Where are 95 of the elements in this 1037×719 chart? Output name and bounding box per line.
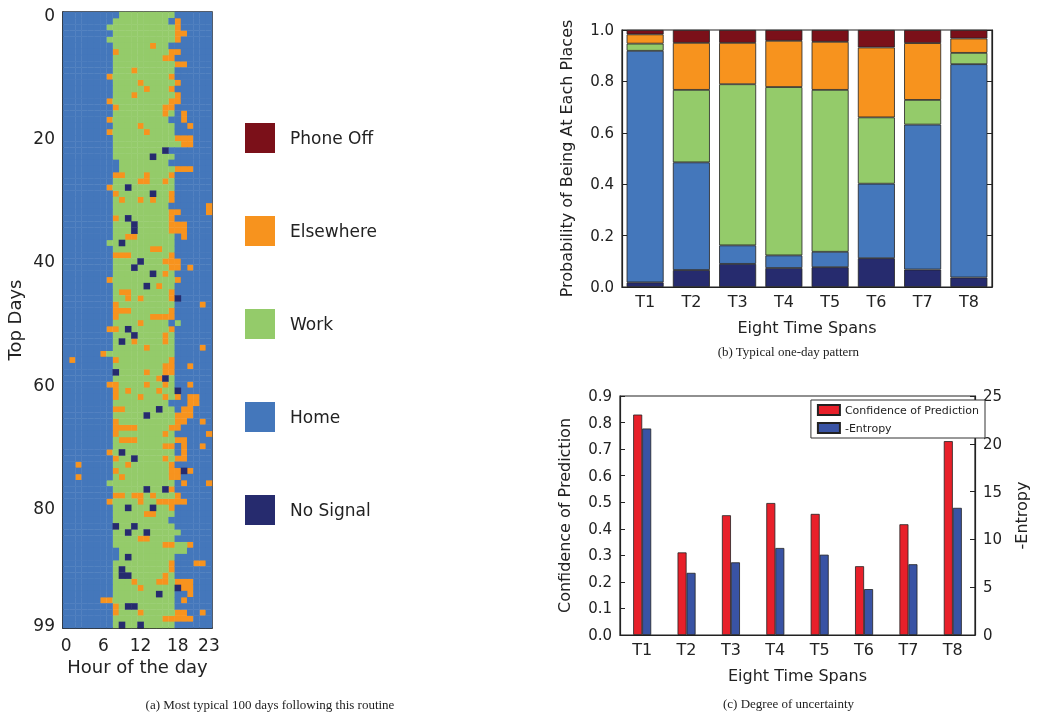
y-tick-label: 0.4 <box>588 519 612 538</box>
point <box>124 572 132 579</box>
legend-label: Confidence of Prediction <box>844 403 980 417</box>
y2-tick-label: 15 <box>983 482 1003 501</box>
y-tick-label: 0.1 <box>588 599 612 618</box>
y-tick-label: 0.7 <box>588 440 612 459</box>
point <box>155 590 163 598</box>
y-tick-label: 0.0 <box>590 278 614 296</box>
point <box>112 523 120 530</box>
y-tick-label: 0.4 <box>590 175 614 194</box>
text: (b) Typical one-day pattern <box>717 344 860 359</box>
x-tick-label: T1 <box>631 639 653 659</box>
point <box>162 147 169 154</box>
x-tick-label: 18 <box>167 634 189 655</box>
point <box>149 190 157 197</box>
x-tick-label: T5 <box>819 291 841 311</box>
x-tick-label: T3 <box>726 291 748 311</box>
point <box>118 572 126 579</box>
y-axis-title: Top Days <box>3 279 25 362</box>
point <box>131 221 138 228</box>
point <box>143 412 151 419</box>
point <box>124 603 132 610</box>
y-tick-label: 40 <box>33 251 55 272</box>
point <box>155 406 163 413</box>
x-tick-label: T4 <box>764 639 786 659</box>
point <box>131 227 138 234</box>
y-tick-label: 0.2 <box>588 572 612 591</box>
x-tick-label: T7 <box>897 639 919 659</box>
point <box>124 325 132 333</box>
text: (c) Degree of uncertainty <box>723 696 855 711</box>
point <box>149 153 157 161</box>
x-tick-label: T6 <box>865 291 887 311</box>
y2-axis-title: -Entropy <box>1011 481 1031 550</box>
x-tick-label: T6 <box>853 639 875 659</box>
y2-tick-label: 10 <box>983 530 1003 549</box>
point <box>124 215 132 222</box>
legend-label: Home <box>290 407 341 427</box>
x-tick-label: 23 <box>198 634 220 655</box>
legend-label: -Entropy <box>844 421 893 435</box>
text: (a) Most typical 100 days following this routine <box>145 697 395 712</box>
point <box>124 184 132 191</box>
point <box>112 369 120 376</box>
x-tick-label: T2 <box>675 639 697 659</box>
point <box>131 455 138 462</box>
x-tick-label: T8 <box>941 639 963 659</box>
point <box>118 338 126 345</box>
y-tick-label: 60 <box>33 374 55 395</box>
x-tick-label: T4 <box>772 291 794 311</box>
y-tick-label: 80 <box>33 497 55 518</box>
y-tick-label: 0.2 <box>590 226 614 245</box>
point <box>118 449 126 456</box>
point <box>162 375 169 382</box>
y-tick-label: 0.6 <box>588 466 612 485</box>
y-tick-label: 0.5 <box>588 493 612 512</box>
y-tick-label: 99 <box>33 614 55 635</box>
x-tick-label: 0 <box>60 634 72 655</box>
x-tick-label: 6 <box>97 634 109 655</box>
x-tick-label: T5 <box>808 639 830 659</box>
legend-label: Phone Off <box>290 128 375 148</box>
point <box>137 258 144 265</box>
y-tick-label: 0.6 <box>590 123 614 142</box>
y2-tick-label: 5 <box>983 578 993 597</box>
y-tick-label: 20 <box>33 128 55 149</box>
x-tick-label: T2 <box>680 291 702 311</box>
y-tick-label: 0 <box>44 5 55 26</box>
y-axis-title: Probability of Being At Each Places <box>556 19 576 298</box>
x-tick-label: T7 <box>911 291 933 311</box>
y2-tick-label: 20 <box>983 434 1003 453</box>
legend-label: No Signal <box>290 500 371 520</box>
x-tick-label: T1 <box>634 291 656 311</box>
point <box>131 523 138 530</box>
y-tick-label: 0.8 <box>588 413 612 432</box>
y-tick-label: 0.9 <box>588 387 612 405</box>
point <box>131 332 138 339</box>
legend-label: Work <box>290 314 334 334</box>
x-tick-label: T3 <box>719 639 741 659</box>
x-tick-label: 12 <box>129 634 152 655</box>
y-tick-label: 0.3 <box>588 546 612 565</box>
point <box>162 486 169 493</box>
point <box>143 486 151 493</box>
x-axis-title: Eight Time Spans <box>727 665 868 685</box>
point <box>174 295 182 302</box>
point <box>124 529 132 536</box>
x-tick-label: T8 <box>957 291 979 311</box>
x-axis-title: Eight Time Spans <box>737 317 877 337</box>
y2-tick-label: 25 <box>983 387 1003 405</box>
x-axis-title: Hour of the day <box>67 656 209 678</box>
legend-label: Elsewhere <box>290 221 377 241</box>
y-tick-label: 1.0 <box>590 21 614 39</box>
y-axis-title: Confidence of Prediction <box>554 417 574 614</box>
point <box>143 529 151 536</box>
y-tick-label: 0.0 <box>588 626 612 644</box>
point <box>131 264 138 271</box>
y-tick-label: 0.8 <box>590 72 614 91</box>
point <box>131 603 138 610</box>
